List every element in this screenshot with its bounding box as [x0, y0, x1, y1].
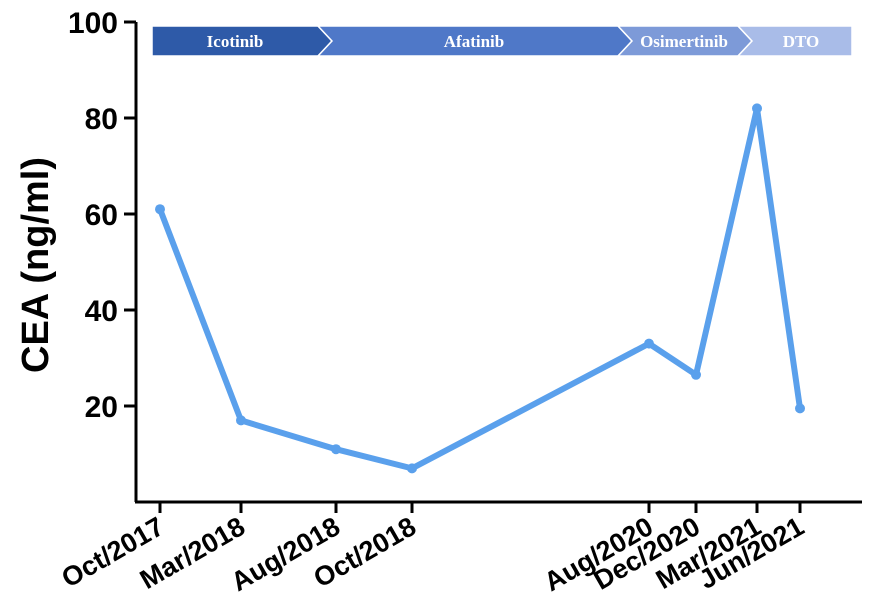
y-ticks: 20 40 60 80 100: [68, 7, 136, 424]
data-point: [331, 444, 341, 455]
treatment-phase-bar: Icotinib Afatinib Osimertinib DTO: [151, 25, 853, 57]
data-point: [236, 415, 246, 426]
phase-label: Afatinib: [444, 32, 504, 51]
phase-segment: [736, 25, 853, 57]
data-point: [644, 338, 654, 349]
data-point: [691, 369, 701, 380]
y-tick-label: 20: [85, 391, 118, 424]
data-point: [407, 463, 417, 474]
y-tick-label: 60: [85, 199, 118, 232]
phase-label: DTO: [783, 32, 820, 51]
series-line: [157, 105, 803, 472]
data-point: [795, 403, 805, 414]
data-point: [752, 103, 762, 114]
phase-label: Icotinib: [207, 32, 264, 51]
data-point: [155, 204, 165, 215]
axes: [134, 22, 862, 504]
series-cea: [155, 103, 805, 474]
y-tick-label: 100: [68, 7, 118, 40]
y-tick-label: 40: [85, 295, 118, 328]
phase-label: Osimertinib: [640, 32, 728, 51]
y-tick-label: 80: [85, 103, 118, 136]
y-axis-label: CEA (ng/ml): [15, 157, 57, 373]
